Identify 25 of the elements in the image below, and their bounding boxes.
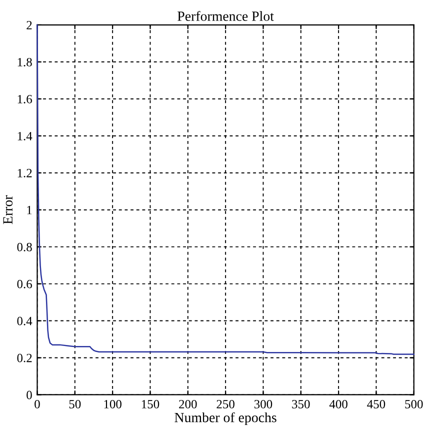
y-tick-label: 1.4	[18, 132, 32, 140]
y-axis-title: Error	[3, 195, 13, 224]
y-tick-label: 1	[27, 206, 32, 214]
x-tick-label: 350	[292, 400, 310, 408]
x-tick-label: 50	[69, 400, 81, 408]
y-tick-label: 0.8	[17, 242, 32, 252]
x-axis-title: Number of epochs	[174, 412, 276, 426]
y-tick-label: 0.2	[17, 354, 32, 362]
x-tick-label: 450	[367, 400, 386, 408]
y-tick-label: 1.2	[18, 168, 32, 178]
y-tick-label: 0	[26, 390, 32, 400]
chart-title: Performence Plot	[178, 10, 274, 21]
x-tick-label: 200	[179, 400, 197, 408]
y-tick-label: 2	[26, 21, 32, 30]
y-tick-label: 1.8	[18, 58, 32, 66]
y-tick-label: 1.6	[18, 94, 32, 104]
y-tick-label: 0.4	[17, 316, 32, 326]
x-tick-label: 100	[104, 400, 122, 408]
x-tick-label: 500	[405, 400, 423, 408]
y-tick-label: 0.6	[17, 280, 32, 288]
x-tick-label: 300	[254, 400, 272, 408]
x-tick-label: 0	[34, 400, 40, 408]
x-tick-label: 150	[142, 400, 160, 408]
x-tick-label: 400	[329, 400, 348, 408]
x-tick-label: 250	[216, 400, 234, 408]
